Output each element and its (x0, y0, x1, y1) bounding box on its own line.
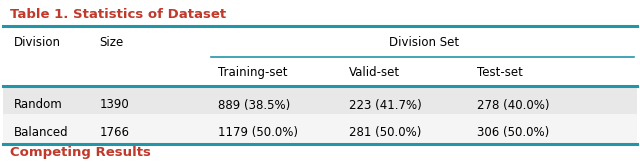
Text: Balanced: Balanced (14, 126, 68, 139)
Text: Random: Random (14, 98, 63, 112)
Text: Table 1. Statistics of Dataset: Table 1. Statistics of Dataset (10, 8, 226, 20)
Text: Training-set: Training-set (218, 66, 287, 79)
Text: 306 (50.0%): 306 (50.0%) (477, 126, 549, 139)
Text: 278 (40.0%): 278 (40.0%) (477, 98, 549, 112)
Text: Division: Division (14, 36, 61, 49)
Text: Size: Size (99, 36, 124, 49)
Text: 223 (41.7%): 223 (41.7%) (349, 98, 422, 112)
Text: 1390: 1390 (99, 98, 129, 112)
Text: Test-set: Test-set (477, 66, 523, 79)
Text: 1766: 1766 (99, 126, 129, 139)
Text: Competing Results: Competing Results (10, 146, 150, 159)
Text: 281 (50.0%): 281 (50.0%) (349, 126, 421, 139)
Text: 1179 (50.0%): 1179 (50.0%) (218, 126, 298, 139)
Text: 889 (38.5%): 889 (38.5%) (218, 98, 290, 112)
Text: Valid-set: Valid-set (349, 66, 400, 79)
Text: Division Set: Division Set (389, 36, 459, 49)
